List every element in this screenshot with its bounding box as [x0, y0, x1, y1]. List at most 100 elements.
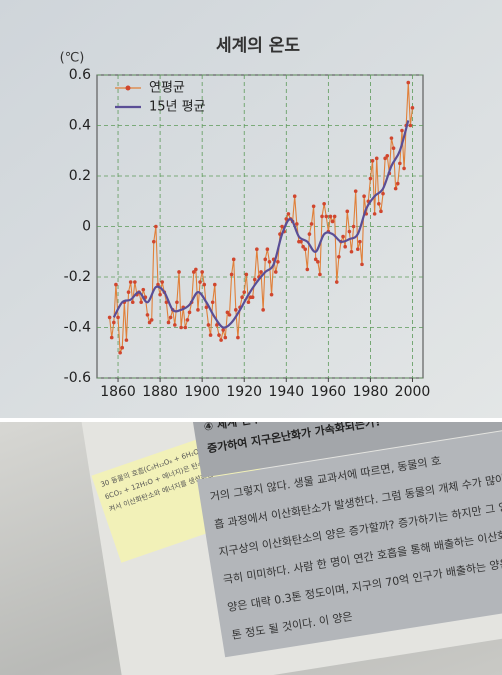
point: [383, 156, 387, 161]
point: [379, 209, 383, 214]
y-tick-label: 0.6: [69, 67, 91, 83]
point: [381, 191, 385, 196]
point: [244, 272, 249, 277]
legend-label: 연평균: [149, 81, 185, 96]
point: [107, 315, 112, 320]
point: [168, 315, 173, 320]
background: [0, 0, 502, 418]
y-tick-label: 0.2: [69, 168, 91, 184]
point: [299, 239, 303, 244]
point: [128, 280, 133, 284]
point: [118, 350, 122, 355]
point: [269, 292, 274, 297]
point: [301, 244, 305, 249]
point: [337, 254, 341, 259]
point: [406, 80, 411, 85]
chart-title: 세계의 온도: [216, 36, 300, 56]
point: [164, 300, 169, 305]
point: [328, 214, 333, 219]
point: [368, 176, 373, 181]
point: [242, 290, 247, 294]
x-tick-label: 1920: [226, 384, 262, 400]
point: [236, 335, 240, 340]
point: [147, 320, 152, 325]
point: [295, 222, 299, 226]
page-sheet: 30 동물의 호흡(C₆H₁₂O₆ + 6H₂O + 6O₂ → 6CO₂ + …: [80, 422, 502, 675]
point: [391, 146, 396, 151]
point: [156, 282, 160, 287]
point: [267, 260, 272, 264]
point: [120, 345, 125, 350]
point: [210, 300, 215, 305]
point: [151, 239, 156, 244]
y-tick-label: -0.4: [64, 320, 91, 336]
point: [179, 325, 183, 330]
point: [389, 136, 394, 140]
point: [194, 267, 198, 272]
document-photo: 30 동물의 호흡(C₆H₁₂O₆ + 6H₂O + 6O₂ → 6CO₂ + …: [0, 422, 502, 675]
x-tick-label: 1940: [268, 384, 304, 400]
point: [280, 224, 284, 229]
point: [349, 249, 354, 254]
point: [332, 214, 337, 219]
point: [345, 209, 350, 214]
point: [273, 270, 278, 274]
point: [133, 280, 137, 284]
point: [223, 335, 228, 340]
point: [185, 318, 190, 322]
point: [276, 260, 280, 264]
point: [351, 224, 356, 229]
point: [141, 287, 146, 292]
point: [202, 282, 207, 287]
point: [286, 212, 291, 216]
point: [303, 247, 308, 252]
point: [402, 166, 406, 171]
point: [177, 270, 181, 274]
point: [139, 300, 143, 305]
point: [330, 219, 335, 224]
point: [360, 262, 364, 267]
point: [234, 308, 238, 312]
point: [347, 229, 352, 234]
x-tick-label: 1880: [142, 384, 178, 400]
point: [246, 300, 251, 305]
y-tick-label: 0: [82, 219, 91, 235]
point: [227, 313, 232, 317]
point: [259, 270, 263, 274]
point: [109, 335, 114, 340]
point: [250, 295, 255, 300]
x-tick-label: 1980: [353, 384, 389, 400]
point: [215, 323, 219, 327]
chart: 세계의 온도 (℃) -0.6 -0.4 -0.2 0 0.2 0.4 0.6 1860 188…: [0, 0, 502, 418]
point: [252, 277, 257, 282]
point: [356, 247, 360, 252]
point: [255, 247, 259, 252]
point: [212, 282, 217, 287]
point: [395, 181, 400, 186]
legend-label: 15년 평균: [149, 100, 206, 115]
x-tick-label: 2000: [395, 384, 431, 400]
point: [208, 333, 213, 337]
point: [173, 323, 177, 327]
y-tick-label: -0.6: [64, 370, 91, 386]
point: [307, 232, 312, 236]
point: [112, 320, 116, 325]
point: [316, 260, 320, 264]
point: [265, 247, 270, 252]
point: [130, 300, 135, 305]
x-tick-label: 1960: [311, 384, 347, 400]
point: [187, 310, 192, 315]
point: [124, 338, 129, 342]
point: [309, 222, 314, 226]
point: [196, 308, 200, 312]
point: [284, 217, 289, 221]
point: [198, 280, 202, 284]
point: [320, 214, 324, 219]
point: [175, 300, 179, 305]
point: [263, 257, 268, 262]
point: [217, 333, 221, 337]
point: [343, 244, 347, 249]
smooth-line: [112, 120, 410, 329]
point: [160, 280, 164, 284]
point: [240, 295, 244, 300]
